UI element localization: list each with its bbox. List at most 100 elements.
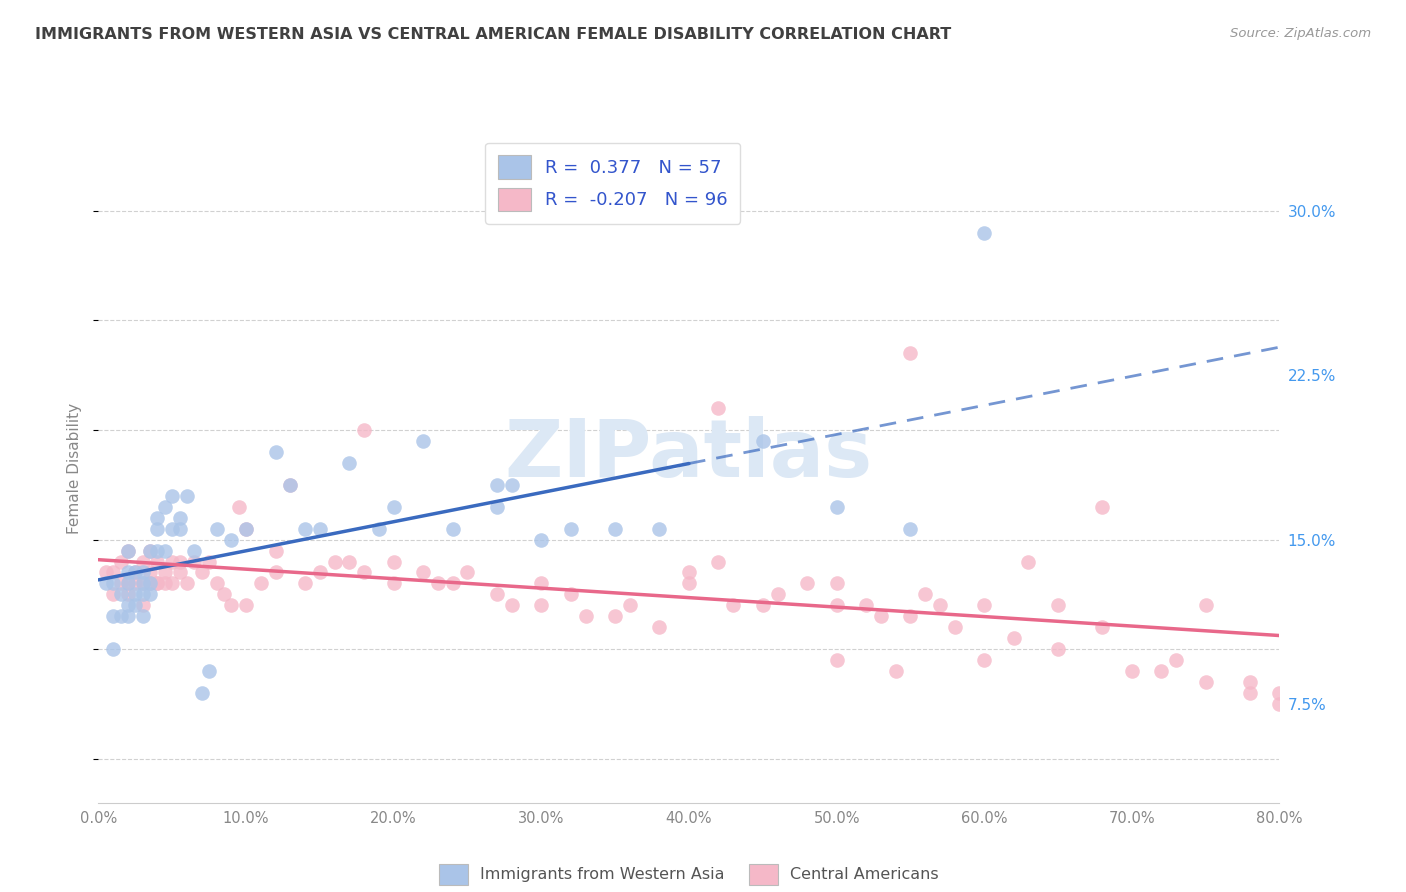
Point xyxy=(353,423,375,437)
Point xyxy=(943,620,966,634)
Point xyxy=(1121,664,1143,678)
Point xyxy=(1002,632,1025,646)
Point xyxy=(825,653,848,667)
Point xyxy=(339,456,360,470)
Point xyxy=(648,620,671,634)
Point xyxy=(1195,599,1218,613)
Point xyxy=(382,500,405,514)
Point xyxy=(441,576,464,591)
Point xyxy=(412,566,434,580)
Point xyxy=(103,566,125,580)
Point xyxy=(132,566,155,580)
Point xyxy=(368,522,391,536)
Point xyxy=(339,555,360,569)
Point xyxy=(973,599,995,613)
Point xyxy=(900,346,922,360)
Point xyxy=(1017,555,1039,569)
Point xyxy=(278,477,302,491)
Point xyxy=(1195,675,1218,690)
Legend: Immigrants from Western Asia, Central Americans: Immigrants from Western Asia, Central Am… xyxy=(433,857,945,891)
Point xyxy=(117,566,139,580)
Point xyxy=(132,576,155,591)
Point xyxy=(825,500,848,514)
Point xyxy=(796,576,818,591)
Point xyxy=(103,642,125,657)
Point xyxy=(124,576,146,591)
Point xyxy=(124,566,146,580)
Point xyxy=(110,576,132,591)
Point xyxy=(235,522,257,536)
Point xyxy=(139,566,162,580)
Point xyxy=(153,500,176,514)
Point xyxy=(117,609,139,624)
Point xyxy=(117,543,139,558)
Point xyxy=(501,599,523,613)
Point xyxy=(235,522,257,536)
Point xyxy=(132,587,155,601)
Point xyxy=(169,566,191,580)
Point xyxy=(124,599,146,613)
Point xyxy=(294,576,316,591)
Point xyxy=(869,609,891,624)
Point xyxy=(219,599,242,613)
Point xyxy=(198,555,221,569)
Point xyxy=(183,543,205,558)
Point xyxy=(169,555,191,569)
Point xyxy=(928,599,950,613)
Point xyxy=(153,576,176,591)
Point xyxy=(146,522,169,536)
Point xyxy=(723,599,745,613)
Point xyxy=(973,226,995,240)
Y-axis label: Female Disability: Female Disability xyxy=(67,402,83,534)
Point xyxy=(132,555,155,569)
Point xyxy=(1164,653,1187,667)
Point xyxy=(412,434,434,448)
Point xyxy=(132,609,155,624)
Point xyxy=(1239,675,1261,690)
Point xyxy=(707,555,730,569)
Point xyxy=(323,555,346,569)
Point xyxy=(441,522,464,536)
Point xyxy=(900,609,922,624)
Point xyxy=(103,576,125,591)
Point xyxy=(605,522,627,536)
Point xyxy=(198,664,221,678)
Point xyxy=(486,477,509,491)
Point xyxy=(228,500,250,514)
Point xyxy=(110,555,132,569)
Point xyxy=(146,576,169,591)
Point xyxy=(900,522,922,536)
Point xyxy=(132,576,155,591)
Point xyxy=(146,510,169,524)
Point xyxy=(294,522,316,536)
Point xyxy=(124,587,146,601)
Point xyxy=(353,566,375,580)
Point xyxy=(678,566,700,580)
Point xyxy=(212,587,235,601)
Point xyxy=(117,587,139,601)
Point xyxy=(219,533,242,547)
Point xyxy=(153,543,176,558)
Point xyxy=(1046,642,1069,657)
Point xyxy=(1268,686,1291,700)
Point xyxy=(191,566,214,580)
Point xyxy=(1091,620,1114,634)
Point xyxy=(162,555,183,569)
Text: ZIPatlas: ZIPatlas xyxy=(505,416,873,494)
Point xyxy=(648,522,671,536)
Point xyxy=(117,576,139,591)
Point xyxy=(707,401,730,415)
Point xyxy=(117,599,139,613)
Point xyxy=(1150,664,1173,678)
Point xyxy=(146,576,169,591)
Point xyxy=(205,522,228,536)
Point xyxy=(382,555,405,569)
Point xyxy=(94,566,117,580)
Point xyxy=(427,576,450,591)
Point xyxy=(117,543,139,558)
Point xyxy=(486,587,509,601)
Point xyxy=(139,587,162,601)
Point xyxy=(825,599,848,613)
Point xyxy=(132,599,155,613)
Point xyxy=(139,543,162,558)
